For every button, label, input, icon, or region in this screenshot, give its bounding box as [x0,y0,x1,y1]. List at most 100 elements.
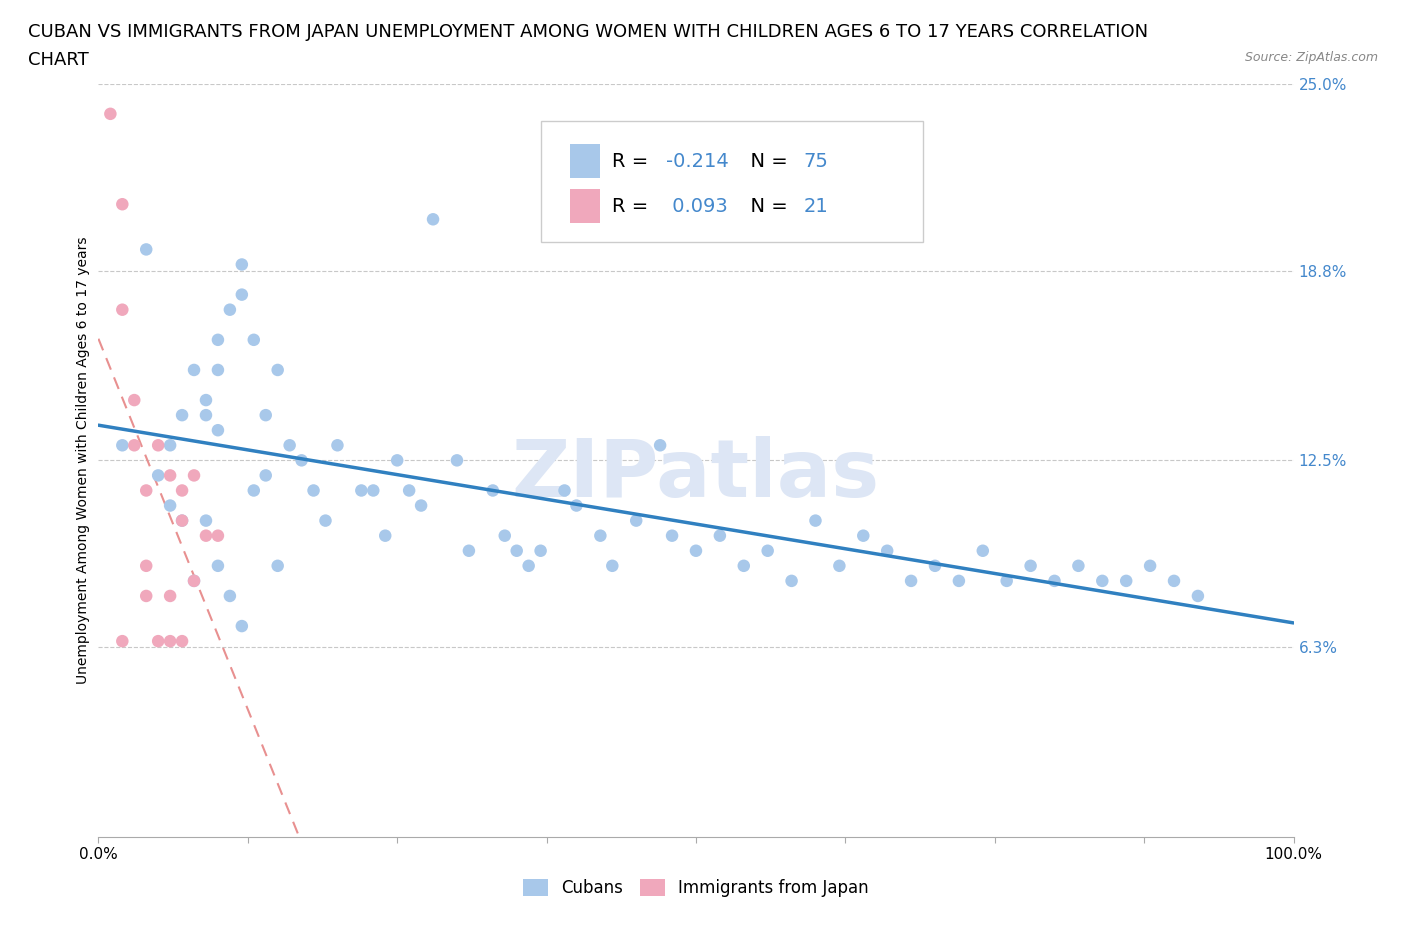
Text: R =: R = [613,197,655,216]
Point [733,558,755,573]
Point [422,212,444,227]
FancyBboxPatch shape [541,121,922,242]
Y-axis label: Unemployment Among Women with Children Ages 6 to 17 years: Unemployment Among Women with Children A… [76,236,90,684]
Point [685,543,707,558]
Point [446,453,468,468]
Point [111,633,134,648]
Point [804,513,827,528]
Point [195,513,218,528]
Point [159,468,181,483]
Point [267,363,290,378]
Point [602,558,624,573]
Point [172,513,194,528]
Point [172,483,194,498]
Text: R =: R = [613,152,655,171]
Point [254,407,277,422]
Point [111,302,134,317]
Point [135,242,157,257]
Point [302,483,325,498]
Point [756,543,779,558]
Point [458,543,481,558]
Point [159,589,181,604]
Point [398,483,420,498]
Point [661,528,683,543]
Point [374,528,396,543]
Text: 75: 75 [804,152,828,171]
Point [124,392,146,407]
Point [494,528,516,543]
Point [195,407,218,422]
Point [315,513,337,528]
Point [995,574,1018,589]
Point [219,589,242,604]
Point [1139,558,1161,573]
Text: 0.093: 0.093 [666,197,728,216]
Point [98,106,122,121]
Legend: Cubans, Immigrants from Japan: Cubans, Immigrants from Japan [516,872,876,904]
Point [243,332,266,347]
Point [828,558,851,573]
Point [231,257,253,272]
Point [517,558,540,573]
Point [183,363,205,378]
Point [385,453,409,468]
Point [148,468,170,483]
Point [111,438,134,453]
Point [780,574,803,589]
Point [1163,574,1185,589]
Point [267,558,290,573]
Point [231,287,253,302]
FancyBboxPatch shape [571,189,600,223]
Point [183,574,205,589]
Point [481,483,505,498]
Point [709,528,731,543]
Point [159,498,181,513]
Text: CUBAN VS IMMIGRANTS FROM JAPAN UNEMPLOYMENT AMONG WOMEN WITH CHILDREN AGES 6 TO : CUBAN VS IMMIGRANTS FROM JAPAN UNEMPLOYM… [28,23,1149,41]
Point [278,438,301,453]
Point [326,438,349,453]
Point [1115,574,1137,589]
Point [207,423,229,438]
Text: Source: ZipAtlas.com: Source: ZipAtlas.com [1244,51,1378,64]
Point [363,483,385,498]
Point [219,302,242,317]
Point [254,468,277,483]
Point [243,483,266,498]
Point [172,407,194,422]
Point [626,513,648,528]
Point [135,483,157,498]
Point [231,618,253,633]
Point [554,483,576,498]
Point [135,589,157,604]
Point [589,528,612,543]
Point [948,574,970,589]
Point [411,498,433,513]
Point [565,498,588,513]
Point [852,528,875,543]
Point [172,513,194,528]
Point [172,633,194,648]
Point [159,633,181,648]
Point [207,528,229,543]
Text: -0.214: -0.214 [666,152,728,171]
Point [195,528,218,543]
Point [135,558,157,573]
Text: ZIPatlas: ZIPatlas [512,436,880,514]
Point [111,197,134,212]
Point [207,558,229,573]
Point [195,392,218,407]
Point [1043,574,1066,589]
Point [1091,574,1114,589]
Point [1067,558,1090,573]
Point [972,543,994,558]
Point [648,438,672,453]
Point [207,332,229,347]
Point [159,438,181,453]
Point [1019,558,1042,573]
Point [530,543,553,558]
Point [148,438,170,453]
Point [124,438,146,453]
Text: 21: 21 [804,197,828,216]
Point [207,363,229,378]
Point [183,574,205,589]
